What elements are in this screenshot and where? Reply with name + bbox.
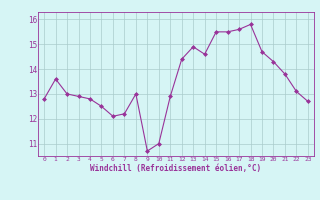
X-axis label: Windchill (Refroidissement éolien,°C): Windchill (Refroidissement éolien,°C) [91,164,261,173]
